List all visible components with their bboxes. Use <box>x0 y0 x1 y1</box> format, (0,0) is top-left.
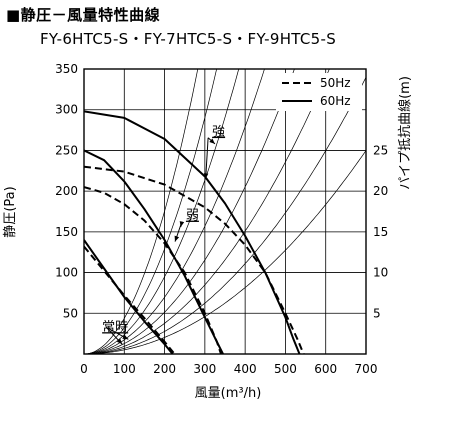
annotation-arrowhead <box>122 334 129 340</box>
pipe-resistance-curve <box>84 150 366 354</box>
y2-tick-label: 15 <box>373 225 388 239</box>
y-tick-label: 300 <box>55 103 78 117</box>
annotation-arrowhead <box>116 338 123 345</box>
annotation-arrowhead <box>209 138 215 144</box>
pipe-resistance-curve <box>84 69 217 354</box>
y-tick-label: 50 <box>63 306 78 320</box>
y2-tick-label: 25 <box>373 143 388 157</box>
fan-curve-60hz <box>84 110 301 354</box>
fan-curve-60hz <box>84 239 174 354</box>
model-subtitle: FY-6HTC5-S・FY-7HTC5-S・FY-9HTC5-S <box>40 30 337 48</box>
annotation-label: 弱 <box>186 209 199 224</box>
x-tick-label: 0 <box>80 362 88 376</box>
y-tick-label: 350 <box>55 62 78 76</box>
y-tick-label: 250 <box>55 143 78 157</box>
annotation-leader <box>205 137 209 179</box>
x-tick-label: 300 <box>193 362 216 376</box>
pipe-resistance-curve <box>84 69 330 354</box>
pipe-resistance-curve <box>84 69 199 354</box>
y2-axis-label: パイプ抵抗曲線(m) <box>397 76 413 190</box>
annotation-label: 強 <box>212 125 225 140</box>
y-axis-label: 静圧(Pa) <box>3 186 18 237</box>
y-tick-label: 200 <box>55 184 78 198</box>
annotation-arrowhead <box>203 173 209 179</box>
y-tick-label: 100 <box>55 266 78 280</box>
fan-curve-50hz <box>84 245 176 354</box>
x-tick-label: 400 <box>234 362 257 376</box>
y2-tick-label: 20 <box>373 184 388 198</box>
annotation-arrowhead <box>174 235 180 242</box>
fan-curve-50hz <box>84 186 222 354</box>
x-tick-label: 500 <box>274 362 297 376</box>
pipe-resistance-curve <box>84 69 240 354</box>
legend-box <box>276 73 362 111</box>
y2-tick-label: 10 <box>373 266 388 280</box>
chart-title: ■静圧－風量特性曲線 <box>6 6 161 24</box>
y2-tick-label: 5 <box>373 306 381 320</box>
x-tick-label: 100 <box>113 362 136 376</box>
annotation-label: 常時 <box>102 320 128 335</box>
fan-curve-50hz <box>84 165 305 354</box>
x-tick-label: 700 <box>355 362 378 376</box>
plot-frame <box>83 68 367 355</box>
legend-label: 60Hz <box>320 94 351 108</box>
legend-label: 50Hz <box>320 76 351 90</box>
x-axis-label: 風量(m³/h) <box>195 386 262 401</box>
x-tick-label: 600 <box>314 362 337 376</box>
pipe-resistance-curve <box>84 69 265 354</box>
pipe-resistance-curve <box>84 77 366 354</box>
y-tick-label: 150 <box>55 225 78 239</box>
x-tick-label: 200 <box>153 362 176 376</box>
